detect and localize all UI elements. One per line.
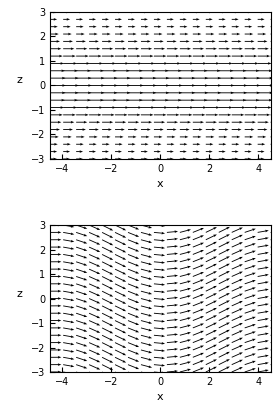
X-axis label: x: x [157, 179, 164, 189]
Y-axis label: z: z [17, 76, 23, 86]
X-axis label: x: x [157, 392, 164, 400]
Y-axis label: z: z [17, 288, 23, 298]
